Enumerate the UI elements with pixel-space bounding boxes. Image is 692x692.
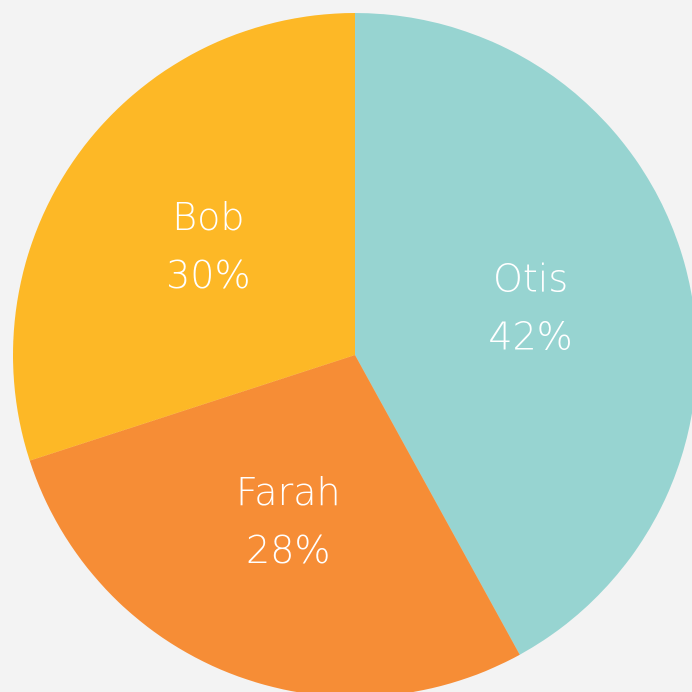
pie-slice — [12, 13, 356, 461]
slice-label: Otis — [493, 256, 568, 300]
slice-value-label: 30% — [166, 253, 250, 297]
pie-slice — [29, 355, 520, 692]
pie-slice — [355, 13, 692, 655]
slice-label: Bob — [172, 195, 244, 239]
slice-label: Farah — [236, 470, 341, 514]
slice-value-label: 42% — [488, 314, 572, 358]
slice-value-label: 28% — [246, 528, 330, 572]
